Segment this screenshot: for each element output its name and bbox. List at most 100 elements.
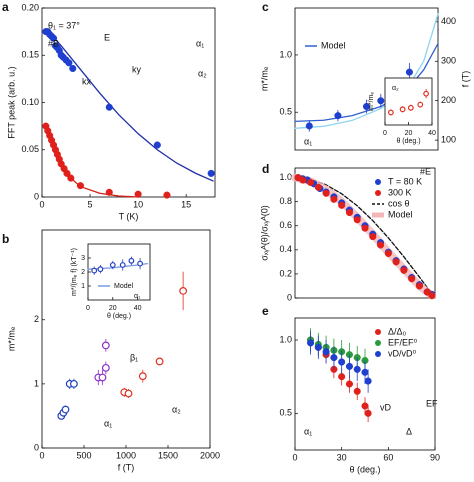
annotation: ky [132,64,142,74]
marker [153,141,161,149]
marker [377,97,385,105]
marker [49,34,58,42]
y-tick-label: 2 [34,314,39,324]
y-tick-label: 1 [81,283,85,290]
legend-label: Model [114,283,134,290]
legend-swatch [375,190,381,196]
marker [128,257,135,264]
marker [353,216,361,224]
annotation: vD [380,402,392,412]
marker [98,373,107,382]
y-axis-label: m*/mₑ [6,326,16,351]
annotation: θ₁ = 37° [48,20,80,30]
legend-swatch [375,329,381,335]
marker [417,101,424,108]
y-tick-label: 1 [34,378,39,388]
marker [137,260,143,267]
annotation: α₁ [196,38,204,48]
marker [119,262,126,268]
x-tick-label: 15 [181,199,191,209]
marker [361,368,369,376]
marker [163,191,171,199]
marker [407,104,414,111]
marker [322,348,330,356]
marker [405,68,413,76]
marker [97,266,104,273]
x-tick-label: 0 [86,305,90,312]
marker [369,233,377,241]
x-tick-label: 5 [88,199,93,209]
y2-axis-label: f (T) [460,71,470,88]
marker [399,106,406,113]
x-axis-label: θ (deg.) [107,313,131,320]
marker [334,112,342,120]
y-tick-label: 0.15 [21,50,39,60]
legend-label: EF/EF⁰ [388,337,418,347]
marker [91,267,98,274]
panel-label: a [2,0,9,14]
legend-label: Model [321,40,346,50]
annotation: α₁ [134,293,141,300]
marker [101,341,110,350]
y-tick-label: 0 [34,442,39,452]
x-tick-label: 20 [405,130,413,137]
marker [109,262,116,268]
x-tick-label: 10 [133,199,143,209]
legend-label: Δ/Δ₀ [388,326,407,336]
annotation: β₁ [130,352,138,362]
marker [207,169,215,177]
marker [361,224,369,232]
marker [330,195,338,203]
x-tick-label: 0 [292,452,297,462]
annotation: EF [426,398,438,408]
marker [65,59,73,67]
y2-tick-label: 200 [441,95,456,105]
x-tick-label: 30 [337,452,347,462]
marker [338,358,346,366]
marker [384,249,392,258]
marker [314,183,322,191]
marker [70,379,78,388]
marker [105,188,113,196]
marker [377,241,385,249]
y-axis-label: m*/(mₑ f) (kT⁻¹) [71,248,78,296]
x-tick-label: 20 [109,305,117,312]
marker [423,288,431,296]
x-axis-label: θ (deg.) [349,464,380,474]
marker [76,182,84,190]
marker [101,363,110,372]
marker [307,339,315,347]
y-axis-label: m*/mₑ [368,92,375,111]
annotation: #E [420,166,431,176]
x-axis-label: θ (deg.) [396,138,420,145]
plot-frame [87,243,151,301]
marker [179,287,188,295]
marker [330,354,338,362]
marker [345,208,353,217]
marker [124,389,133,398]
y-tick-label: 1.0 [279,49,292,59]
x-tick-label: 0 [39,199,44,209]
marker [305,122,313,130]
y-tick-label: 1.0 [279,172,292,182]
annotation: α₁ [104,418,112,428]
marker [362,102,371,111]
x-tick-label: 0 [39,450,44,460]
marker [307,178,315,186]
y-tick-label: 0.10 [21,97,39,107]
marker [155,357,164,366]
marker [423,90,430,97]
annotation: kx [82,76,92,86]
x-tick-label: 1500 [158,450,178,460]
y-tick-label: 0.5 [279,408,292,418]
y-tick-label: 0.6 [279,220,292,230]
marker [134,190,142,198]
marker [353,365,361,373]
marker [338,201,346,209]
y2-tick-label: 300 [441,56,456,66]
marker [415,282,423,290]
annotation: α₁ [304,426,312,436]
